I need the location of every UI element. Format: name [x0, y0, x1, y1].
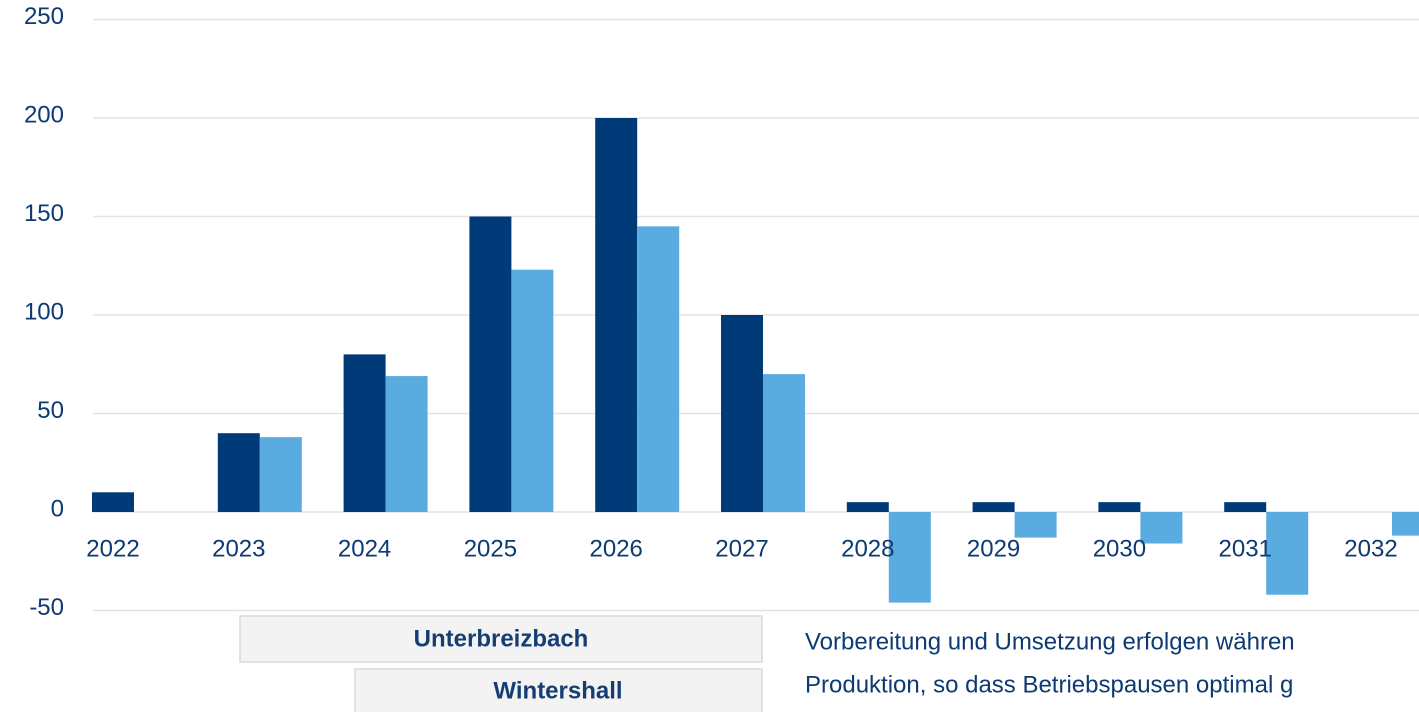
x-tick-label: 2031	[1219, 535, 1272, 562]
bar	[1098, 502, 1141, 512]
label: Unterbreizbach	[414, 625, 589, 652]
bar	[1392, 512, 1419, 536]
x-tick-label: 2030	[1093, 535, 1146, 562]
label-box	[239, 615, 763, 663]
bar	[385, 376, 428, 512]
bar	[259, 437, 302, 512]
x-tick-label: 2032	[1344, 535, 1397, 562]
bar	[1014, 512, 1057, 538]
y-tick-label: 100	[24, 298, 64, 325]
bar	[763, 374, 805, 512]
bar	[343, 354, 386, 512]
y-tick-label: 50	[37, 397, 64, 424]
x-tick-label: 2025	[464, 535, 517, 562]
note: Produktion, so dass Betriebspausen optim…	[805, 671, 1293, 698]
x-tick-label: 2022	[86, 535, 139, 562]
label-box	[354, 668, 763, 712]
bar	[721, 315, 763, 512]
bar	[1140, 512, 1183, 544]
x-tick-label: 2026	[590, 535, 643, 562]
x-tick-label: 2023	[212, 535, 265, 562]
bar	[1266, 512, 1309, 595]
y-tick-label: 200	[24, 101, 64, 128]
y-tick-label: -50	[29, 594, 64, 621]
bar	[972, 502, 1015, 512]
bar	[595, 118, 638, 512]
bar	[469, 216, 512, 512]
y-tick-label: 250	[24, 3, 64, 30]
note: Vorbereitung und Umsetzung erfolgen währ…	[805, 628, 1295, 655]
x-tick-label: 2024	[338, 535, 391, 562]
bar	[888, 512, 931, 603]
bar	[217, 433, 260, 512]
label: Wintershall	[493, 677, 622, 704]
x-tick-label: 2028	[841, 535, 894, 562]
x-tick-label: 2029	[967, 535, 1020, 562]
bar	[92, 492, 134, 512]
y-tick-label: 150	[24, 200, 64, 227]
bar	[846, 502, 889, 512]
y-tick-label: 0	[51, 495, 64, 522]
bar	[637, 226, 680, 512]
bar	[1224, 502, 1267, 512]
x-tick-label: 2027	[715, 535, 768, 562]
bar	[511, 269, 554, 512]
